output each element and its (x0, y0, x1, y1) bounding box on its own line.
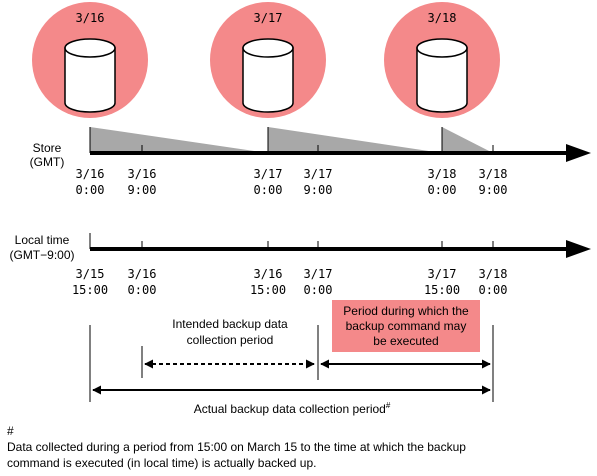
tick-time: 9:00 (479, 183, 508, 197)
intended-period-label-1: Intended backup data (172, 317, 288, 331)
note-line-1: Data collected during a period from 15:0… (7, 440, 466, 454)
tick-date: 3/17 (254, 167, 283, 181)
database-icon (416, 38, 468, 113)
tick-time: 9:00 (128, 183, 157, 197)
footnote-mark: # (386, 401, 391, 410)
storage-date-label: 3/18 (428, 11, 457, 25)
tick-date: 3/16 (128, 167, 157, 181)
execution-window-label-2: backup command may (346, 319, 467, 333)
tick-time: 0:00 (479, 283, 508, 297)
tick-date: 3/16 (76, 167, 105, 181)
store-ticks (89, 127, 494, 153)
store-tick-labels: 3/16 0:00 3/16 9:00 3/17 0:00 3/17 9:00 … (76, 167, 508, 197)
tick-time: 9:00 (304, 183, 333, 197)
note-mark: # (7, 424, 14, 438)
execution-window-label-3: be executed (373, 334, 438, 348)
local-time-offset-label: (GMT−9:00) (9, 248, 74, 262)
storage-date-label: 3/17 (254, 11, 283, 25)
tick-date: 3/17 (304, 267, 333, 281)
tick-time: 0:00 (304, 283, 333, 297)
execution-window-box (332, 300, 480, 352)
intended-period-label-2: collection period (187, 333, 274, 347)
tick-time: 15:00 (250, 283, 286, 297)
tick-date: 3/16 (128, 267, 157, 281)
tick-time: 0:00 (254, 183, 283, 197)
actual-period-label: Actual backup data collection period# (194, 401, 391, 416)
database-icon (242, 38, 294, 113)
tick-date: 3/17 (428, 267, 457, 281)
tick-date: 3/17 (304, 167, 333, 181)
tick-time: 15:00 (424, 283, 460, 297)
tick-date: 3/18 (428, 167, 457, 181)
store-timeline-arrowhead (566, 144, 591, 162)
store-label: Store (33, 141, 62, 155)
storage-day-2: 3/17 (210, 2, 326, 118)
tick-time: 0:00 (76, 183, 105, 197)
local-time-label: Local time (15, 233, 70, 247)
database-icon (64, 38, 116, 113)
tick-time: 0:00 (428, 183, 457, 197)
storage-day-1: 3/16 (32, 2, 148, 118)
period-guide-lines (89, 325, 494, 402)
tick-date: 3/18 (479, 267, 508, 281)
execution-window-label-1: Period during which the (343, 304, 469, 318)
storage-wedge (442, 127, 493, 153)
tick-time: 0:00 (128, 283, 157, 297)
storage-wedge (268, 127, 442, 153)
local-timeline-arrowhead (566, 240, 591, 258)
note-line-2: command is executed (in local time) is a… (7, 456, 317, 470)
store-label-gmt: (GMT) (30, 155, 65, 169)
storage-date-label: 3/16 (76, 11, 105, 25)
tick-date: 3/15 (76, 267, 105, 281)
tick-date: 3/16 (254, 267, 283, 281)
storage-wedge (90, 127, 268, 153)
local-tick-labels: 3/15 15:00 3/16 0:00 3/16 15:00 3/17 0:0… (72, 267, 508, 297)
local-ticks (89, 233, 494, 249)
storage-day-3: 3/18 (384, 2, 500, 118)
tick-date: 3/18 (479, 167, 508, 181)
tick-time: 15:00 (72, 283, 108, 297)
